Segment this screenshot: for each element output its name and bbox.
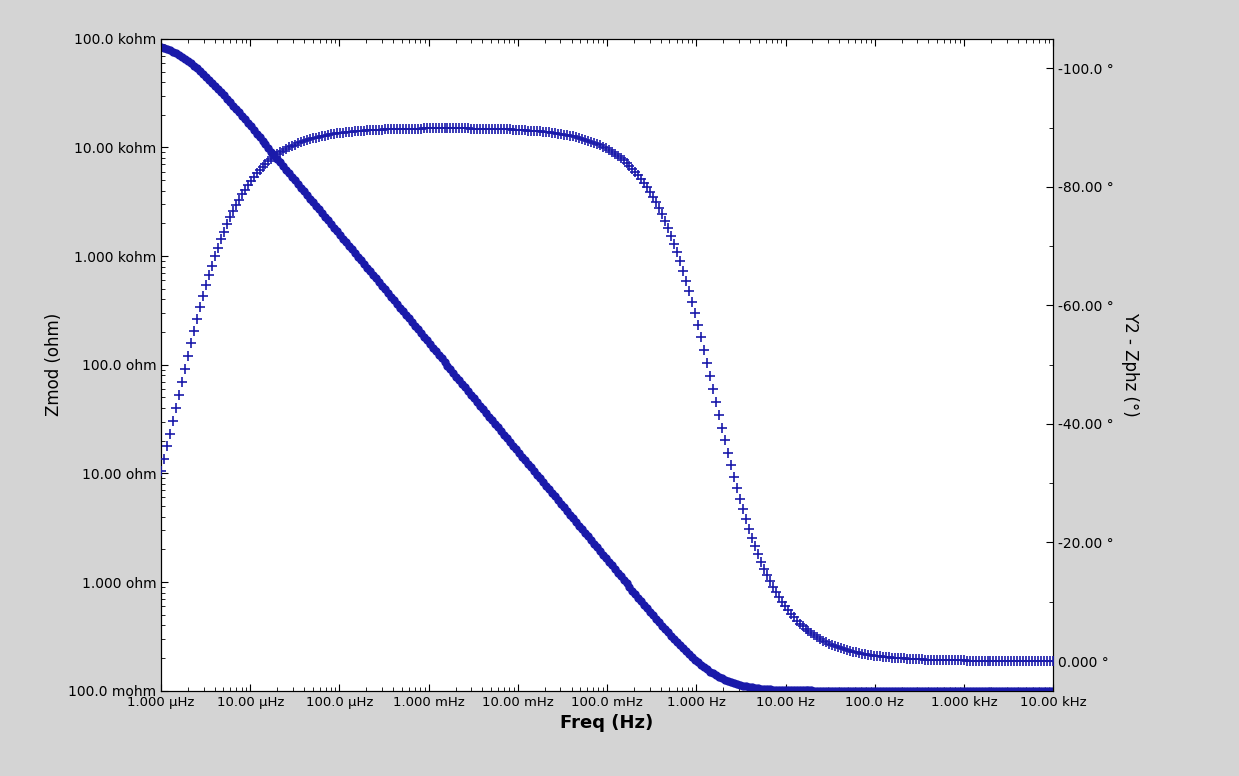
Y-axis label: Zmod (ohm): Zmod (ohm) <box>45 313 62 417</box>
Y-axis label: Y2 - Zphz (°): Y2 - Zphz (°) <box>1121 313 1139 417</box>
X-axis label: Freq (Hz): Freq (Hz) <box>560 714 654 732</box>
